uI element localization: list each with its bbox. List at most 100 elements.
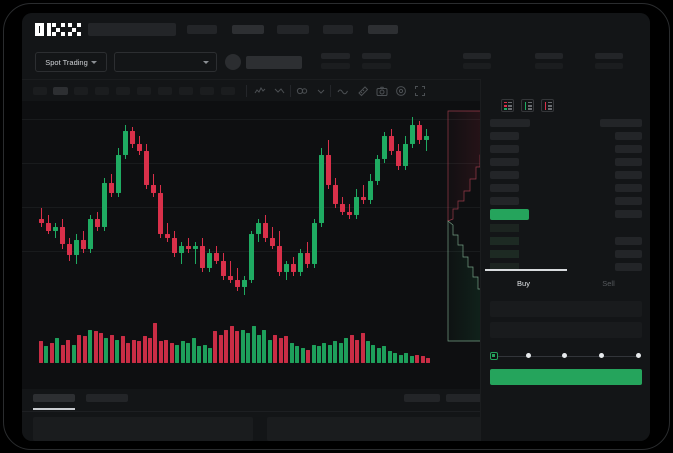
timeframe-button-10[interactable] [221, 87, 235, 95]
slider-mark-75[interactable] [599, 353, 604, 358]
okx-logo[interactable] [35, 23, 81, 36]
orderbook-ask-amount[interactable] [615, 132, 642, 140]
nav-item-2[interactable] [232, 25, 264, 34]
orderbook-ask-amount[interactable] [615, 184, 642, 192]
orders-list-panel-left[interactable] [33, 417, 253, 441]
candle-body [333, 185, 338, 205]
timeframe-button-9[interactable] [200, 87, 214, 95]
timeframe-button-3[interactable] [74, 87, 88, 95]
orderbook-header-amount [600, 119, 642, 127]
slider-mark-100[interactable] [636, 353, 641, 358]
order-field-amount[interactable] [490, 322, 642, 338]
timeframe-button-6[interactable] [137, 87, 151, 95]
bottom-tab-open-orders[interactable] [33, 394, 75, 402]
orderbook-bid-price[interactable] [490, 263, 519, 271]
timeframe-button-5[interactable] [116, 87, 130, 95]
orderbook-bid-amount[interactable] [615, 263, 642, 271]
candle-body [116, 155, 121, 193]
camera-snapshot-icon[interactable] [376, 85, 388, 97]
volume-bar [409, 356, 414, 363]
candle-body [207, 253, 212, 269]
orderbook-ask-price[interactable] [490, 184, 519, 192]
place-buy-order-button[interactable] [490, 369, 642, 385]
indicator-compare-icon[interactable] [296, 85, 308, 97]
order-percent-slider[interactable] [490, 351, 642, 361]
settings-gear-icon[interactable] [395, 85, 407, 97]
candle-body [389, 136, 394, 152]
candle [235, 101, 240, 311]
candlestick-series [22, 101, 480, 311]
indicator-line-icon[interactable] [254, 85, 266, 97]
bottom-action-2[interactable] [446, 394, 482, 402]
orderbook-bid-price[interactable] [490, 250, 519, 258]
orderbook-ask-price[interactable] [490, 132, 519, 140]
nav-item-1[interactable] [187, 25, 217, 34]
orderbook-ask-price[interactable] [490, 197, 519, 205]
slider-mark-50[interactable] [562, 353, 567, 358]
search-input[interactable] [88, 23, 176, 36]
market-type-selector[interactable]: Spot Trading [35, 52, 107, 72]
timeframe-button-4[interactable] [95, 87, 109, 95]
indicator-down-icon[interactable] [274, 85, 286, 97]
timeframe-button-8[interactable] [179, 87, 193, 95]
order-field-price[interactable] [490, 301, 642, 317]
timeframe-button-1[interactable] [33, 87, 47, 95]
orderbook-bid-price[interactable] [490, 224, 519, 232]
bottom-action-1[interactable] [404, 394, 440, 402]
orderbook-ask-price[interactable] [490, 171, 519, 179]
bottom-tab-order-history[interactable] [86, 394, 128, 402]
orders-list-panel-right[interactable] [267, 417, 514, 441]
volume-bar [164, 339, 169, 363]
stat-high [463, 53, 491, 69]
volume-bar [158, 341, 163, 363]
orderbook-view-asks-icon[interactable] [541, 99, 554, 112]
order-tab-sell[interactable]: Sell [602, 278, 615, 288]
orderbook-bid-amount[interactable] [615, 237, 642, 245]
volume-bar [224, 329, 229, 363]
orderbook-ask-amount[interactable] [615, 145, 642, 153]
fullscreen-icon[interactable] [414, 85, 426, 97]
candle [368, 101, 373, 311]
orderbook-mid-price-highlight[interactable] [490, 209, 529, 220]
stat-change [362, 53, 391, 69]
orderbook-rows[interactable] [481, 119, 650, 271]
orderbook-ask-price[interactable] [490, 158, 519, 166]
candle-body [326, 155, 331, 186]
orderbook-view-bids-icon[interactable] [521, 99, 534, 112]
orderbook-ask-price[interactable] [490, 145, 519, 153]
nav-item-4[interactable] [323, 25, 353, 34]
orderbook-ask-amount[interactable] [615, 171, 642, 179]
candle-body [263, 222, 268, 239]
volume-bar [344, 338, 349, 363]
stat-low [535, 53, 563, 69]
candle-body [137, 143, 142, 152]
wave-indicator-icon[interactable] [337, 85, 349, 97]
nav-item-3[interactable] [277, 25, 309, 34]
candle [81, 101, 86, 311]
candle [39, 101, 44, 311]
orderbook-ask-amount[interactable] [615, 158, 642, 166]
nav-item-5[interactable] [368, 25, 398, 34]
chevron-down-icon[interactable] [315, 85, 327, 97]
measure-ruler-icon[interactable] [357, 85, 369, 97]
orderbook-bid-price[interactable] [490, 237, 519, 245]
orderbook-view-both-icon[interactable] [501, 99, 514, 112]
orderbook-bid-amount[interactable] [615, 250, 642, 258]
timeframe-button-2[interactable] [53, 87, 68, 95]
slider-knob[interactable] [490, 352, 498, 360]
candle-body [67, 243, 72, 256]
order-tab-buy[interactable]: Buy [517, 278, 530, 288]
timeframe-button-7[interactable] [158, 87, 172, 95]
trading-pair-selector[interactable] [114, 52, 217, 72]
orderbook-ask-amount[interactable] [615, 197, 642, 205]
price-chart[interactable] [22, 101, 480, 389]
volume-bar [88, 329, 93, 363]
volume-bar [240, 329, 245, 363]
candle-body [284, 264, 289, 273]
candle [333, 101, 338, 311]
candle-body [368, 181, 373, 201]
candle [172, 101, 177, 311]
candle [361, 101, 366, 311]
slider-mark-25[interactable] [526, 353, 531, 358]
orderbook-mid-amount[interactable] [615, 210, 642, 218]
